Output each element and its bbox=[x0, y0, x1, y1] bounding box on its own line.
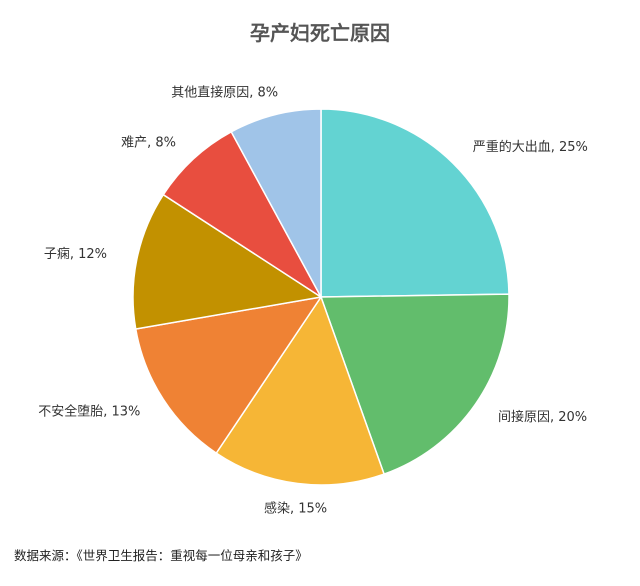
pie-slice-label: 感染, 15% bbox=[264, 500, 327, 516]
pie-slice bbox=[319, 293, 510, 476]
pie-slice bbox=[215, 295, 386, 486]
pie-slice-label: 间接原因, 20% bbox=[498, 409, 587, 425]
pie-labels: 严重的大出血, 25% 间接原因, 20% 感染, 15% 不安全堕胎, 13% 子痫,… bbox=[38, 85, 588, 517]
chart-title: 孕产妇死亡原因 bbox=[250, 21, 390, 45]
pie-slice-label: 难产, 8% bbox=[121, 135, 176, 150]
pie-slice bbox=[320, 108, 510, 298]
pie-slice bbox=[134, 295, 323, 455]
pie-slice bbox=[230, 108, 322, 298]
pie-slice bbox=[132, 193, 324, 330]
pie-slices bbox=[132, 108, 510, 486]
pie-slice-label: 不安全堕胎, 13% bbox=[38, 404, 140, 420]
source-note: 数据来源：《世界卫生报告：重视每一位母亲和孩子》 bbox=[14, 548, 308, 563]
pie-slice bbox=[162, 130, 322, 298]
pie-slice-label: 子痫, 12% bbox=[44, 246, 107, 262]
pie-slice-label: 严重的大出血, 25% bbox=[473, 139, 588, 155]
pie-slice-label: 其他直接原因, 8% bbox=[171, 85, 278, 101]
